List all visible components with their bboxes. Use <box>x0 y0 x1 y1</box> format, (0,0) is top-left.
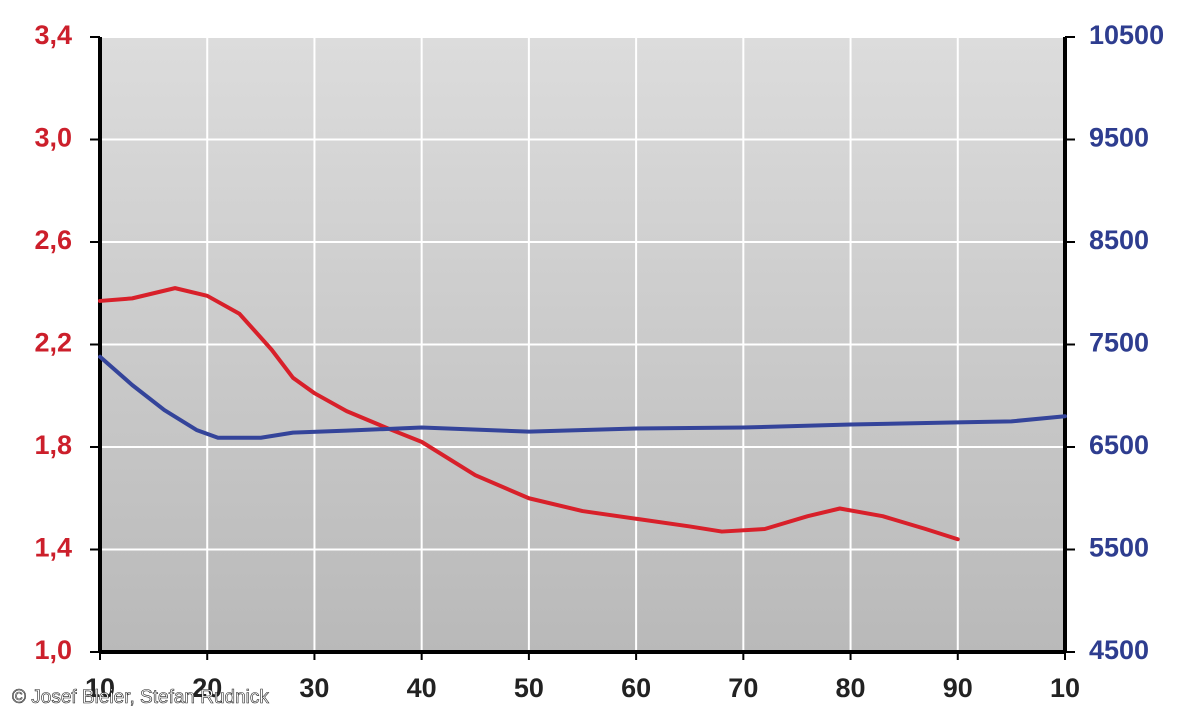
line-series <box>98 354 1067 440</box>
y2-tick-label: 5500 <box>1089 533 1149 563</box>
x-tick-label: 70 <box>728 673 758 703</box>
x-tick-label: 60 <box>621 673 651 703</box>
y-tick-label: 1,4 <box>34 533 72 563</box>
x-tick-label: 90 <box>943 673 973 703</box>
line-series <box>98 286 960 542</box>
y2-tick-label: 10500 <box>1089 20 1164 50</box>
x-tick-label: 20 <box>192 673 222 703</box>
y2-tick-label: 4500 <box>1089 635 1149 665</box>
y-tick-label: 1,8 <box>34 430 72 460</box>
x-tick-label: 50 <box>514 673 544 703</box>
y-tick-label: 3,4 <box>34 20 72 50</box>
y2-tick-label: 7500 <box>1089 328 1149 358</box>
x-tick-label: 30 <box>299 673 329 703</box>
copyright: © Josef Bleier, Stefan Rudnick <box>12 687 269 708</box>
x-tick-label: 40 <box>407 673 437 703</box>
x-tick-label: 80 <box>836 673 866 703</box>
y-tick-label: 2,6 <box>34 225 72 255</box>
y2-tick-label: 8500 <box>1089 225 1149 255</box>
x-tick-label: 10 <box>85 673 115 703</box>
y-tick-label: 3,0 <box>34 123 72 153</box>
y2-tick-label: 6500 <box>1089 430 1149 460</box>
y-tick-label: 2,2 <box>34 328 72 358</box>
y-tick-label: 1,0 <box>34 635 72 665</box>
x-tick-label: 10 <box>1050 673 1080 703</box>
y2-tick-label: 9500 <box>1089 123 1149 153</box>
